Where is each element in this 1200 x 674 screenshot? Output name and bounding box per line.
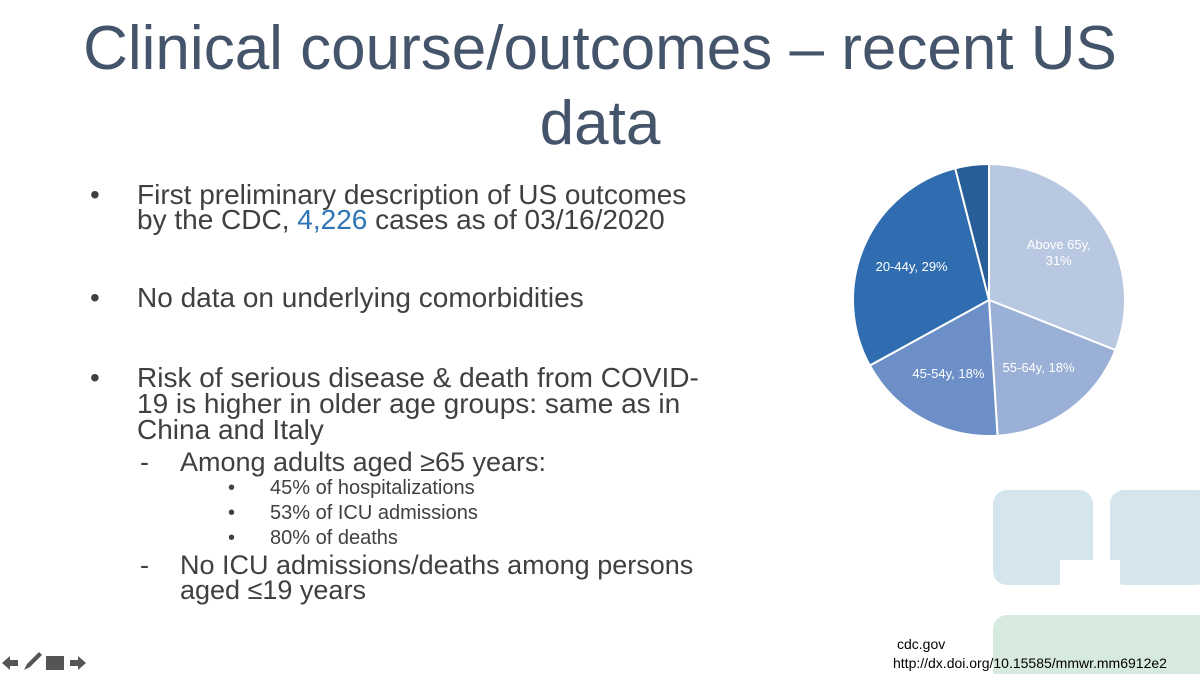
pie-slice xyxy=(868,298,999,437)
logo-block xyxy=(993,615,1200,674)
bullet-text: China and Italy xyxy=(137,414,324,445)
bullet-dot: • xyxy=(90,282,100,313)
bullet-text: by the CDC, 4,226 cases as of 03/16/2020 xyxy=(137,204,665,235)
bullet-text: No data on underlying comorbidities xyxy=(137,282,584,313)
bullet-dot: • xyxy=(228,527,236,549)
pie-slice xyxy=(988,162,1126,352)
title: Clinical course/outcomes – recent US xyxy=(83,14,1117,83)
pie-slice xyxy=(852,167,991,367)
nav-icons[interactable] xyxy=(2,652,86,670)
bullet-dot: • xyxy=(228,502,236,524)
bullet-dot: • xyxy=(228,477,236,499)
sub-text: aged ≤19 years xyxy=(180,575,366,605)
bullet-text: First preliminary description of US outc… xyxy=(137,179,687,210)
bullet-text: Risk of serious disease & death from COV… xyxy=(137,362,699,393)
sub-text: Among adults aged ≥65 years: xyxy=(180,447,547,477)
nav-pen[interactable] xyxy=(24,652,42,670)
text: by the CDC, xyxy=(137,204,298,235)
slice-label: 55-64y, 18% xyxy=(1002,360,1075,376)
bullet-text: 19 is higher in older age groups: same a… xyxy=(137,388,681,419)
bullet-dot: • xyxy=(90,179,100,210)
nav-menu[interactable] xyxy=(46,656,64,670)
logo-gap xyxy=(1060,560,1120,620)
nav-next[interactable] xyxy=(70,656,86,670)
logo-block xyxy=(1110,490,1200,585)
slice-label: 20-44y, 29% xyxy=(875,258,948,274)
sub-item: 80% of deaths xyxy=(270,527,398,549)
nav-prev[interactable] xyxy=(2,656,18,670)
sub-text: No ICU admissions/deaths among persons xyxy=(180,550,694,580)
source-site: cdc.gov xyxy=(897,636,946,652)
bullet-dot: • xyxy=(90,362,100,393)
sub-item: 53% of ICU admissions xyxy=(270,502,478,524)
highlight: 4,226 xyxy=(297,204,368,235)
pie-slice xyxy=(953,162,990,301)
dash: - xyxy=(140,550,149,580)
slice-label: 45-54y, 18% xyxy=(912,365,985,381)
source-url: http://dx.doi.org/10.15585/mmwr.mm6912e2 xyxy=(893,655,1167,671)
text: cases as of 03/16/2020 xyxy=(367,204,665,235)
slice-label: Above 65y, 31% xyxy=(1026,236,1091,268)
dash: - xyxy=(140,447,149,477)
pie-slice xyxy=(987,298,1117,437)
sub-item: 45% of hospitalizations xyxy=(270,477,475,499)
title: data xyxy=(539,89,661,158)
